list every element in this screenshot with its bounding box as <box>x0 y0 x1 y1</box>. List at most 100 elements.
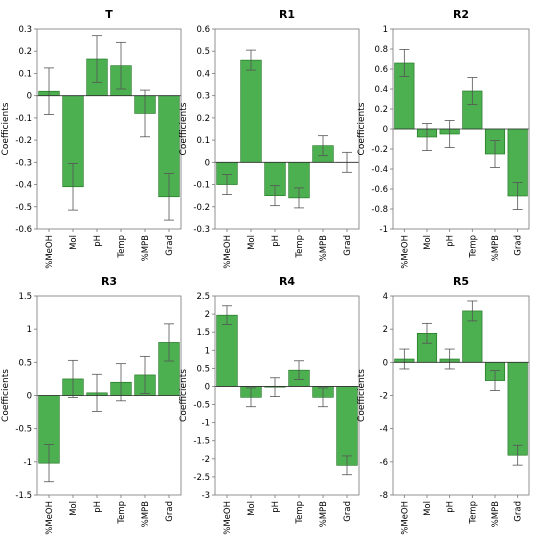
y-tick-label: 0.2 <box>196 114 210 124</box>
y-tick-label: -0.3 <box>15 158 32 168</box>
y-tick-label: 0 <box>27 392 32 402</box>
x-tick-label: Mol <box>423 501 433 516</box>
x-tick-label: %MeOH <box>400 235 410 269</box>
x-tick-label: pH <box>93 235 103 247</box>
y-tick-label: -0.4 <box>15 181 32 191</box>
chart-panel-3: R3 Coefficients -1.5 -1 -0.5 0 0.5 1 1.5 %MeOH Mol… <box>1 275 182 535</box>
y-tick-label: 2 <box>205 310 210 320</box>
y-tick-label: 1 <box>27 325 32 335</box>
x-tick-label: %MPB <box>141 501 151 528</box>
y-tick-label: -0.5 <box>193 401 210 411</box>
y-tick-label: 0 <box>27 92 32 102</box>
y-tick-label: -2.5 <box>193 473 210 483</box>
x-tick-label: Mol <box>69 235 79 250</box>
y-tick-label: 1 <box>205 346 210 356</box>
y-tick-label: -3 <box>202 491 210 501</box>
y-tick-label: -2 <box>202 455 210 465</box>
x-tick-label: pH <box>446 235 456 247</box>
y-tick-label: 0.2 <box>374 105 388 115</box>
plot-area <box>36 295 182 496</box>
x-tick-label: Grad <box>514 235 524 256</box>
y-tick-label: 0 <box>205 158 210 168</box>
bar <box>336 386 358 466</box>
x-tick-label: %MPB <box>319 235 329 262</box>
x-tick-label: Temp <box>117 501 127 525</box>
y-tick-label: -2 <box>380 392 388 402</box>
y-tick-label: -0.6 <box>15 225 32 235</box>
y-tick-label: -0.5 <box>15 203 32 213</box>
x-tick-label: Temp <box>295 501 305 525</box>
plot-area <box>392 295 530 496</box>
chart-title: T <box>105 8 113 21</box>
x-tick-label: %MeOH <box>400 501 410 535</box>
plot-area <box>392 28 530 230</box>
y-tick-label: 0.4 <box>196 69 210 79</box>
y-tick-label: -6 <box>380 458 388 468</box>
y-tick-label: -0.8 <box>371 205 388 215</box>
y-tick-label: 0.6 <box>374 65 388 75</box>
y-tick-label: 0.4 <box>374 85 388 95</box>
y-tick-label: 0.3 <box>196 92 210 102</box>
x-tick-label: Grad <box>343 501 353 522</box>
y-tick-label: 0.5 <box>196 364 210 374</box>
y-axis-label: Coefficients <box>357 369 367 422</box>
chart-panel-5: R5 Coefficients -8 -6 -4 -2 0 2 4 %MeOH Mol pH Temp%… <box>357 275 530 535</box>
y-tick-label: 0.2 <box>18 47 32 57</box>
chart-panel-0: T Coefficients -0.6 -0.5 -0.4 -0.3 -0.2 -0.1 0 0.… <box>1 8 182 269</box>
chart-panel-2: R2 Coefficients -1 -0.8 -0.6 -0.4 -0.2 0 0.2 0.4 0… <box>357 8 530 269</box>
y-tick-label: -1 <box>202 419 210 429</box>
x-tick-label: %MeOH <box>45 501 55 535</box>
y-tick-label: 0 <box>383 125 388 135</box>
bar <box>507 362 528 456</box>
y-tick-label: -1.5 <box>15 491 32 501</box>
chart-panel-1: R1 Coefficients -0.3 -0.2 -0.1 0 0.1 0.2 0.3 0.4 0… <box>179 8 360 269</box>
x-tick-label: pH <box>271 501 281 513</box>
x-tick-label: %MPB <box>491 235 501 262</box>
y-axis-label: Coefficients <box>1 369 11 422</box>
y-axis-label: Coefficients <box>357 102 367 155</box>
y-tick-label: -0.1 <box>193 181 210 191</box>
x-tick-label: Temp <box>117 235 127 259</box>
bar <box>216 314 238 387</box>
x-tick-label: Grad <box>165 235 175 256</box>
x-tick-label: Mol <box>423 235 433 250</box>
x-tick-label: Temp <box>468 501 478 525</box>
x-tick-label: %MeOH <box>45 235 55 269</box>
y-tick-label: 2.5 <box>196 292 210 302</box>
x-tick-label: Grad <box>165 501 175 522</box>
y-tick-label: -1.5 <box>193 437 210 447</box>
y-tick-label: -0.6 <box>371 185 388 195</box>
x-tick-label: Grad <box>343 235 353 256</box>
y-tick-label: 4 <box>383 292 388 302</box>
plot-area <box>214 28 360 230</box>
x-tick-label: Temp <box>295 235 305 259</box>
x-tick-label: %MPB <box>319 501 329 528</box>
y-tick-label: 1.5 <box>18 292 32 302</box>
y-tick-label: 0 <box>205 382 210 392</box>
y-axis-label: Coefficients <box>179 369 189 422</box>
y-tick-label: 0 <box>383 358 388 368</box>
x-tick-label: Mol <box>69 501 79 516</box>
x-tick-label: %MPB <box>141 235 151 262</box>
chart-panel-4: R4 Coefficients -3 -2.5 -2 -1.5 -1 -0.5 0 0.5 1 1.5… <box>179 275 360 535</box>
y-tick-label: -0.4 <box>371 165 388 175</box>
y-tick-label: 0.6 <box>196 25 210 35</box>
x-tick-label: %MeOH <box>223 235 233 269</box>
y-tick-label: 1 <box>383 25 388 35</box>
x-tick-label: Grad <box>514 501 524 522</box>
y-axis-label: Coefficients <box>179 102 189 155</box>
chart-title: R5 <box>453 275 469 288</box>
x-tick-label: pH <box>446 501 456 513</box>
x-tick-label: Temp <box>468 235 478 259</box>
y-tick-label: 0.3 <box>18 25 32 35</box>
y-tick-label: 0.5 <box>18 358 32 368</box>
y-tick-label: 0.1 <box>196 136 210 146</box>
y-tick-label: -1 <box>24 458 32 468</box>
plot-area <box>36 28 182 230</box>
y-tick-label: -8 <box>380 491 388 501</box>
x-tick-label: pH <box>271 235 281 247</box>
y-tick-label: -0.3 <box>193 225 210 235</box>
chart-title: R4 <box>279 275 295 288</box>
chart-title: R1 <box>279 8 295 21</box>
y-tick-label: 0.8 <box>374 45 388 55</box>
